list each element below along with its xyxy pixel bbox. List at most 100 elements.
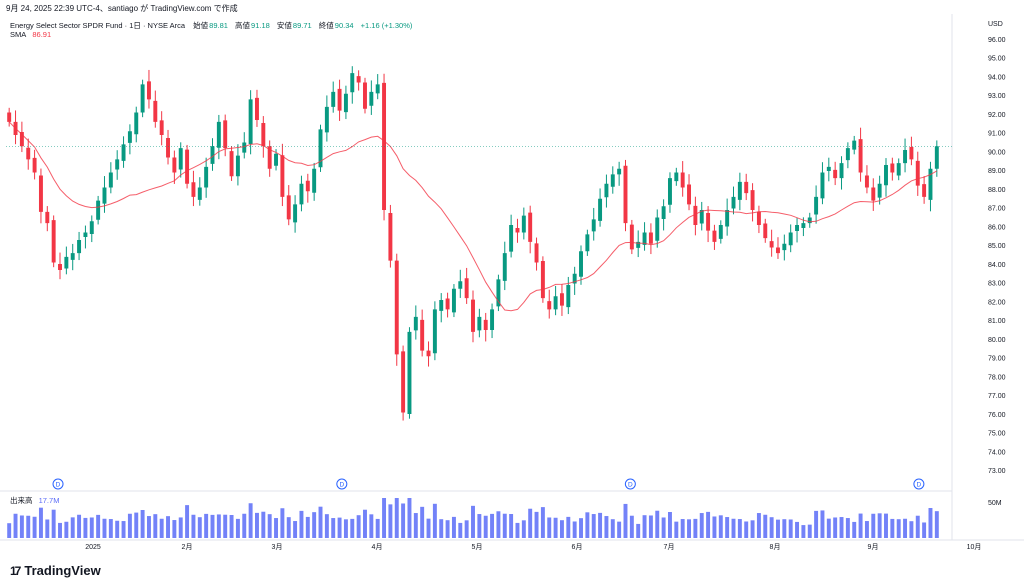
candle-body bbox=[45, 211, 50, 224]
y-tick-label: 85.00 bbox=[988, 243, 1006, 250]
y-tick-label: 77.00 bbox=[988, 393, 1006, 400]
volume-bar bbox=[795, 521, 800, 538]
volume-label: 出来高 bbox=[10, 496, 33, 505]
volume-bar bbox=[191, 514, 196, 538]
dividend-marker-icon[interactable] bbox=[52, 478, 64, 490]
y-tick-label: 94.00 bbox=[988, 74, 1006, 81]
volume-bar bbox=[134, 512, 139, 538]
volume-bar bbox=[432, 503, 437, 538]
candle-body bbox=[693, 205, 698, 225]
volume-bar bbox=[674, 521, 679, 538]
high-label: 高値 bbox=[235, 21, 251, 30]
volume-bar bbox=[496, 511, 501, 538]
volume-bar bbox=[687, 519, 691, 538]
candle-body bbox=[96, 200, 101, 220]
candle-body bbox=[845, 148, 850, 161]
candle-body bbox=[890, 163, 895, 173]
candle-body bbox=[38, 175, 43, 212]
x-tick-label: 6月 bbox=[572, 543, 583, 551]
open-value: 89.81 bbox=[209, 21, 228, 30]
volume-bar bbox=[718, 515, 723, 538]
volume-bar bbox=[216, 514, 221, 538]
volume-bar bbox=[896, 519, 901, 538]
candle-body bbox=[680, 172, 685, 188]
volume-bar bbox=[922, 522, 927, 538]
candle-body bbox=[153, 100, 158, 122]
volume-bar bbox=[884, 513, 888, 538]
volume-bar bbox=[185, 505, 190, 538]
dividend-marker-icon[interactable] bbox=[624, 478, 636, 490]
candle-body bbox=[591, 219, 596, 232]
x-tick-label: 8月 bbox=[770, 543, 781, 551]
sma-line bbox=[8, 121, 938, 312]
candle-body bbox=[502, 253, 507, 281]
volume-bar bbox=[636, 523, 641, 538]
low-label: 安値 bbox=[276, 21, 292, 30]
currency-label: USD bbox=[988, 21, 1003, 28]
candle-body bbox=[490, 309, 495, 330]
candle-body bbox=[572, 273, 577, 284]
volume-bar bbox=[915, 515, 920, 538]
candle-body bbox=[864, 175, 869, 188]
candle-body bbox=[185, 149, 190, 184]
candle-body bbox=[451, 288, 456, 313]
y-tick-label: 90.00 bbox=[988, 149, 1006, 156]
volume-bar bbox=[521, 520, 526, 538]
volume-bar bbox=[769, 517, 774, 538]
y-tick-label: 89.00 bbox=[988, 168, 1006, 175]
volume-bar bbox=[871, 513, 876, 538]
dividend-marker-label: D bbox=[917, 482, 922, 489]
volume-bar bbox=[807, 524, 812, 538]
candle-body bbox=[26, 147, 31, 160]
candle-body bbox=[102, 187, 107, 204]
volume-bar bbox=[623, 503, 628, 538]
candle-body bbox=[172, 157, 177, 173]
y-tick-label: 76.00 bbox=[988, 412, 1006, 419]
dividend-marker-icon[interactable] bbox=[336, 478, 348, 490]
volume-value: 17.7M bbox=[38, 496, 60, 505]
volume-bar bbox=[903, 518, 908, 538]
volume-bar bbox=[801, 525, 806, 538]
volume-bar bbox=[833, 517, 838, 538]
high-value: 91.18 bbox=[251, 21, 270, 30]
candle-body bbox=[204, 166, 209, 188]
candle-body bbox=[407, 331, 412, 414]
candle-body bbox=[58, 264, 62, 270]
candle-body bbox=[134, 112, 139, 135]
volume-bar bbox=[820, 510, 825, 538]
candle-body bbox=[566, 285, 571, 308]
candle-body bbox=[477, 316, 482, 331]
volume-bar bbox=[763, 514, 768, 538]
volume-bar bbox=[58, 522, 62, 538]
volume-bar bbox=[553, 517, 558, 538]
candle-body bbox=[699, 210, 704, 224]
candle-body bbox=[350, 73, 355, 93]
volume-bar bbox=[223, 514, 228, 538]
candle-body bbox=[242, 142, 247, 153]
dividend-marker-icon[interactable] bbox=[913, 478, 925, 490]
candle-body bbox=[337, 88, 342, 111]
candle-body bbox=[64, 256, 69, 269]
candle-body bbox=[7, 112, 12, 122]
y-tick-label: 78.00 bbox=[988, 374, 1006, 381]
volume-bar bbox=[598, 512, 603, 538]
volume-bar bbox=[64, 521, 69, 538]
candle-body bbox=[280, 155, 285, 197]
volume-bar bbox=[814, 510, 819, 538]
volume-bar bbox=[261, 511, 266, 538]
candle-body bbox=[725, 210, 730, 227]
y-tick-label: 84.00 bbox=[988, 262, 1006, 269]
candle-body bbox=[744, 181, 749, 194]
candle-body bbox=[807, 217, 812, 224]
candle-body bbox=[166, 138, 170, 158]
volume-bar bbox=[83, 517, 88, 538]
volume-bar bbox=[32, 516, 37, 538]
volume-bar bbox=[102, 518, 107, 538]
candle-body bbox=[922, 184, 927, 197]
y-tick-label: 93.00 bbox=[988, 93, 1006, 100]
y-tick-label: 73.00 bbox=[988, 468, 1006, 475]
y-tick-label: 95.00 bbox=[988, 56, 1006, 63]
candle-body bbox=[852, 140, 857, 150]
candle-body bbox=[731, 196, 736, 209]
